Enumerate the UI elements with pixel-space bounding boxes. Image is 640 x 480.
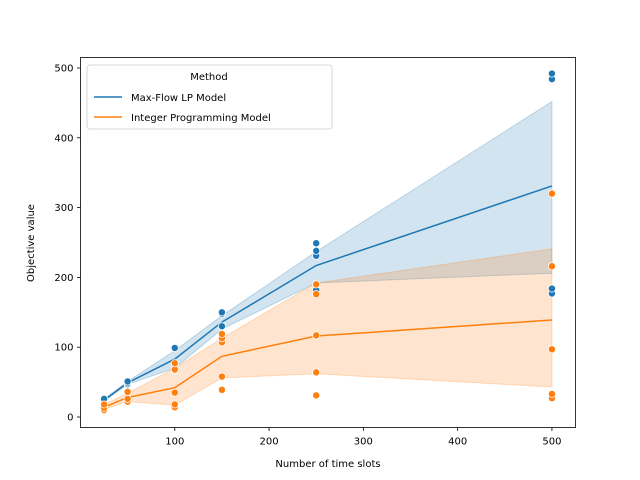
point-integer-programming-model	[170, 388, 179, 397]
legend: Method Max-Flow LP Model Integer Program…	[86, 64, 333, 130]
y-tick-label: 400	[54, 133, 73, 144]
x-tick-label: 500	[542, 437, 561, 448]
point-max-flow-lp-model	[312, 246, 321, 255]
y-tick-label: 200	[54, 273, 73, 284]
x-axis: 100 200 300 400 500	[165, 427, 561, 448]
point-integer-programming-model	[312, 331, 321, 340]
line-max-flow-lp-model	[103, 185, 553, 401]
y-tick-label: 300	[54, 203, 73, 214]
point-max-flow-lp-model	[217, 322, 226, 331]
point-integer-programming-model	[312, 280, 321, 289]
point-integer-programming-model	[312, 391, 321, 400]
legend-title: Method	[190, 72, 228, 83]
point-integer-programming-model	[312, 290, 321, 299]
y-axis: 0 100 200 300 400 500	[54, 63, 81, 424]
y-axis-label: Objective value	[26, 204, 37, 282]
x-tick-label: 400	[448, 437, 467, 448]
x-axis-label: Number of time slots	[275, 459, 380, 470]
legend-label-integer-programming: Integer Programming Model	[131, 113, 271, 124]
x-tick-label: 100	[165, 437, 184, 448]
point-integer-programming-model	[170, 400, 179, 409]
point-integer-programming-model	[170, 359, 179, 368]
x-tick-label: 300	[354, 437, 373, 448]
point-integer-programming-model	[217, 385, 226, 394]
legend-label-max-flow: Max-Flow LP Model	[131, 93, 226, 104]
point-integer-programming-model	[547, 390, 556, 398]
point-max-flow-lp-model	[547, 284, 556, 293]
data-points	[100, 69, 556, 415]
point-integer-programming-model	[217, 372, 226, 381]
point-integer-programming-model	[123, 394, 132, 403]
y-tick-label: 500	[54, 63, 73, 74]
y-tick-label: 100	[54, 343, 73, 354]
point-integer-programming-model	[312, 368, 321, 377]
point-integer-programming-model	[547, 189, 556, 198]
point-integer-programming-model	[547, 262, 556, 271]
point-integer-programming-model	[547, 345, 556, 354]
legend-frame	[86, 64, 333, 130]
point-max-flow-lp-model	[123, 377, 132, 386]
point-max-flow-lp-model	[170, 343, 179, 352]
y-tick-label: 0	[67, 413, 73, 424]
point-max-flow-lp-model	[217, 308, 226, 317]
point-integer-programming-model	[123, 387, 132, 396]
point-max-flow-lp-model	[547, 69, 556, 78]
x-tick-label: 200	[260, 437, 279, 448]
plot-frame	[80, 57, 576, 428]
point-max-flow-lp-model	[312, 239, 321, 248]
point-integer-programming-model	[217, 329, 226, 338]
point-integer-programming-model	[100, 400, 109, 409]
